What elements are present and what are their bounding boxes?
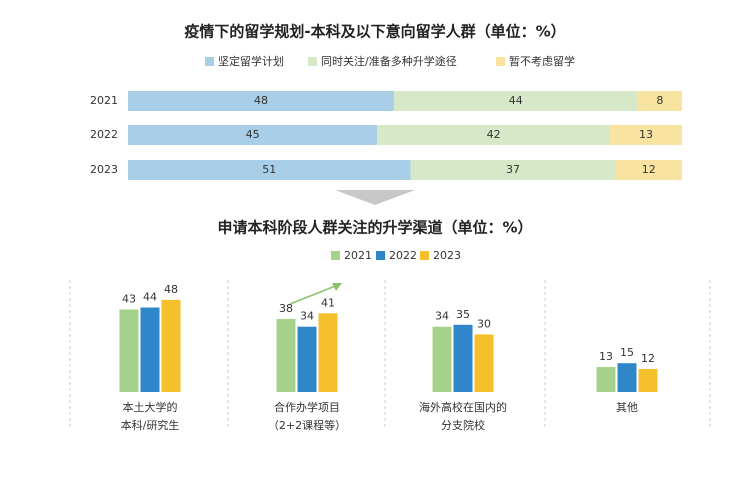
value-label: 34 (435, 310, 449, 323)
value-label: 8 (656, 94, 663, 107)
bar-segment (609, 125, 682, 145)
chart-title: 申请本科阶段人群关注的升学渠道（单位：%） (217, 219, 532, 237)
value-label: 48 (254, 94, 268, 107)
bar-segment (128, 125, 378, 145)
value-label: 44 (143, 291, 157, 304)
bar (453, 324, 473, 392)
value-label: 30 (477, 317, 491, 330)
legend-swatch (496, 57, 505, 66)
legend-label: 暂不考虑留学 (509, 54, 575, 68)
value-label: 45 (246, 128, 260, 141)
divider-arrow (335, 190, 415, 205)
legend-label: 2022 (389, 249, 417, 262)
bar (596, 367, 616, 392)
bar (297, 326, 317, 392)
value-label: 42 (487, 128, 501, 141)
bar (318, 313, 338, 392)
value-label: 15 (620, 346, 634, 359)
bar (638, 368, 658, 392)
value-label: 37 (506, 163, 520, 176)
bar (161, 299, 181, 392)
bar (140, 307, 160, 392)
bar-segment (615, 160, 682, 180)
bar-segment (393, 91, 638, 111)
value-label: 13 (639, 128, 653, 141)
y-tick-label: 2021 (90, 94, 118, 107)
legend-label: 2023 (433, 249, 461, 262)
x-tick-label: 本土大学的 (123, 400, 178, 414)
legend-swatch (331, 251, 340, 260)
value-label: 12 (642, 163, 656, 176)
y-tick-label: 2023 (90, 163, 118, 176)
value-label: 34 (300, 310, 314, 323)
value-label: 38 (279, 302, 293, 315)
bar-segment (128, 91, 394, 111)
value-label: 35 (456, 308, 470, 321)
value-label: 51 (262, 163, 276, 176)
legend-swatch (376, 251, 385, 260)
legend-label: 2021 (344, 249, 372, 262)
x-tick-label: 其他 (616, 401, 638, 414)
x-tick-label: （2+2课程等） (268, 418, 346, 432)
x-tick-label: 海外高校在国内的 (419, 400, 507, 414)
bar (617, 363, 637, 392)
value-label: 41 (321, 296, 335, 309)
bar (276, 319, 296, 392)
chart-title: 疫情下的留学规划-本科及以下意向留学人群（单位：%） (184, 23, 565, 41)
value-label: 13 (599, 350, 613, 363)
trend-arrow (289, 284, 339, 305)
legend-label: 同时关注/准备多种升学途径 (321, 54, 457, 68)
legend-swatch (205, 57, 214, 66)
bar (432, 326, 452, 392)
bar (119, 309, 139, 392)
legend-label: 坚定留学计划 (218, 54, 284, 68)
trend-arrow-head (332, 283, 342, 291)
x-tick-label: 合作办学项目 (274, 400, 340, 414)
value-label: 43 (122, 292, 136, 305)
value-label: 44 (509, 94, 523, 107)
y-tick-label: 2022 (90, 128, 118, 141)
bar-segment (637, 91, 682, 111)
bar (474, 334, 494, 392)
value-label: 12 (641, 352, 655, 365)
legend-swatch (308, 57, 317, 66)
bar-segment (128, 160, 411, 180)
x-tick-label: 本科/研究生 (121, 418, 180, 432)
bar-segment (410, 160, 616, 180)
legend-swatch (420, 251, 429, 260)
x-tick-label: 分支院校 (441, 418, 485, 432)
value-label: 48 (164, 283, 178, 296)
bar-segment (377, 125, 610, 145)
